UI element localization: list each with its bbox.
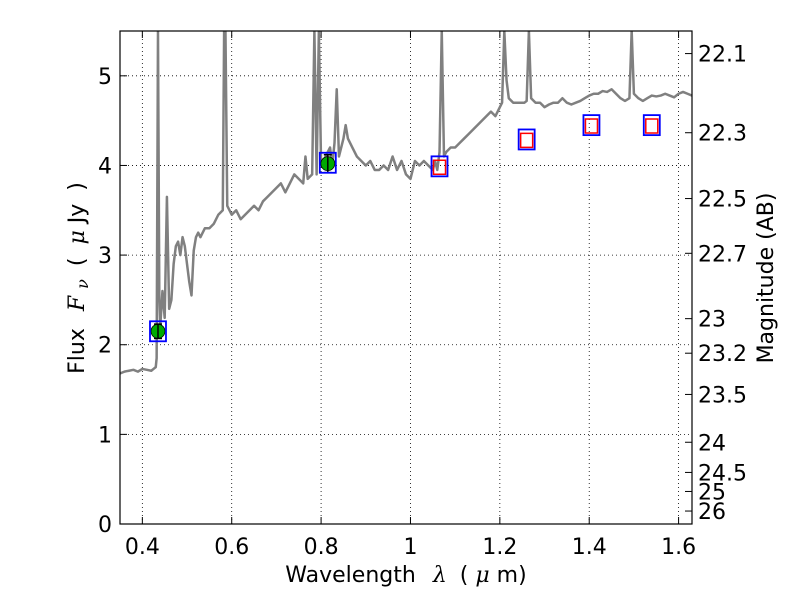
y2-tick-label: 22.7: [698, 242, 747, 267]
model-box-marker: [517, 128, 536, 151]
y2-tick-label: 24.5: [698, 461, 747, 486]
y-tick-label: 1: [98, 423, 112, 448]
upper-limit-marker: [584, 118, 599, 134]
x-tick-label: 0.6: [214, 535, 249, 560]
y-tick-label: 4: [98, 154, 112, 179]
x-axis-label-open: (: [460, 563, 469, 588]
y2-tick-label: 23.2: [698, 342, 747, 367]
x-axis-label-unit: m): [497, 563, 527, 588]
model-box-marker: [582, 114, 601, 137]
x-axis-label-symbol: λ: [432, 563, 447, 588]
plot-area: [120, 31, 692, 375]
x-axis-label-prefix: Wavelength: [285, 563, 416, 588]
y2-tick-label: 23.5: [698, 383, 747, 408]
y-axis-label-symbol: F: [65, 295, 90, 312]
y-axis-label-close: ): [65, 182, 90, 191]
upper-limit-marker: [645, 118, 659, 134]
data-series: [120, 31, 692, 375]
x-tick-label: 0.4: [125, 535, 160, 560]
plot-frame: [119, 30, 693, 525]
x-axis-label-mu: μ: [475, 563, 489, 588]
y2-tick-label: 22.3: [698, 122, 747, 147]
axis-ticks: [120, 31, 692, 525]
model-box-marker: [149, 320, 167, 343]
x-tick-labels: 0.4 0.6 0.8 1 1.2 1.4 1.6: [125, 535, 696, 560]
x-tick-label: 0.8: [304, 535, 339, 560]
x-axis-label: Wavelength λ ( μ m): [285, 563, 526, 588]
x-tick-label: 1.4: [572, 535, 607, 560]
y-tick-labels: 0 1 2 3 4 5: [98, 65, 112, 538]
y2-axis-label: Magnitude (AB): [754, 193, 779, 364]
y-tick-label: 3: [98, 244, 112, 269]
y-tick-label: 0: [98, 513, 112, 538]
y-tick-label: 2: [98, 334, 112, 359]
y-axis-label: Flux F ν ( μ Jy ): [65, 182, 94, 374]
y-axis-label-mu: μ: [65, 230, 90, 244]
upper-limit-marker: [519, 132, 534, 149]
spectrum-line: [120, 31, 692, 375]
model-box-marker: [642, 114, 661, 137]
x-tick-label: 1.2: [482, 535, 517, 560]
y-axis-label-unit: Jy: [65, 204, 90, 226]
x-tick-label: 1: [403, 535, 417, 560]
x-tick-label: 1.6: [661, 535, 696, 560]
model-box-marker: [430, 155, 449, 178]
y2-tick-label: 23: [698, 308, 726, 333]
y-axis-label-subscript: ν: [73, 279, 92, 289]
upper-limit-marker: [432, 159, 447, 175]
model-box-marker: [318, 151, 337, 174]
y2-tick-label: 22.1: [698, 43, 747, 68]
y2-tick-label: 24: [698, 431, 726, 456]
y2-tick-label: 25: [698, 480, 726, 505]
y2-tick-label: 22.5: [698, 188, 747, 213]
y-axis-label-open: (: [65, 258, 90, 267]
y-tick-label: 5: [98, 65, 112, 90]
y-axis-label-prefix: Flux: [65, 328, 90, 374]
y2-tick-label: 26: [698, 500, 726, 525]
